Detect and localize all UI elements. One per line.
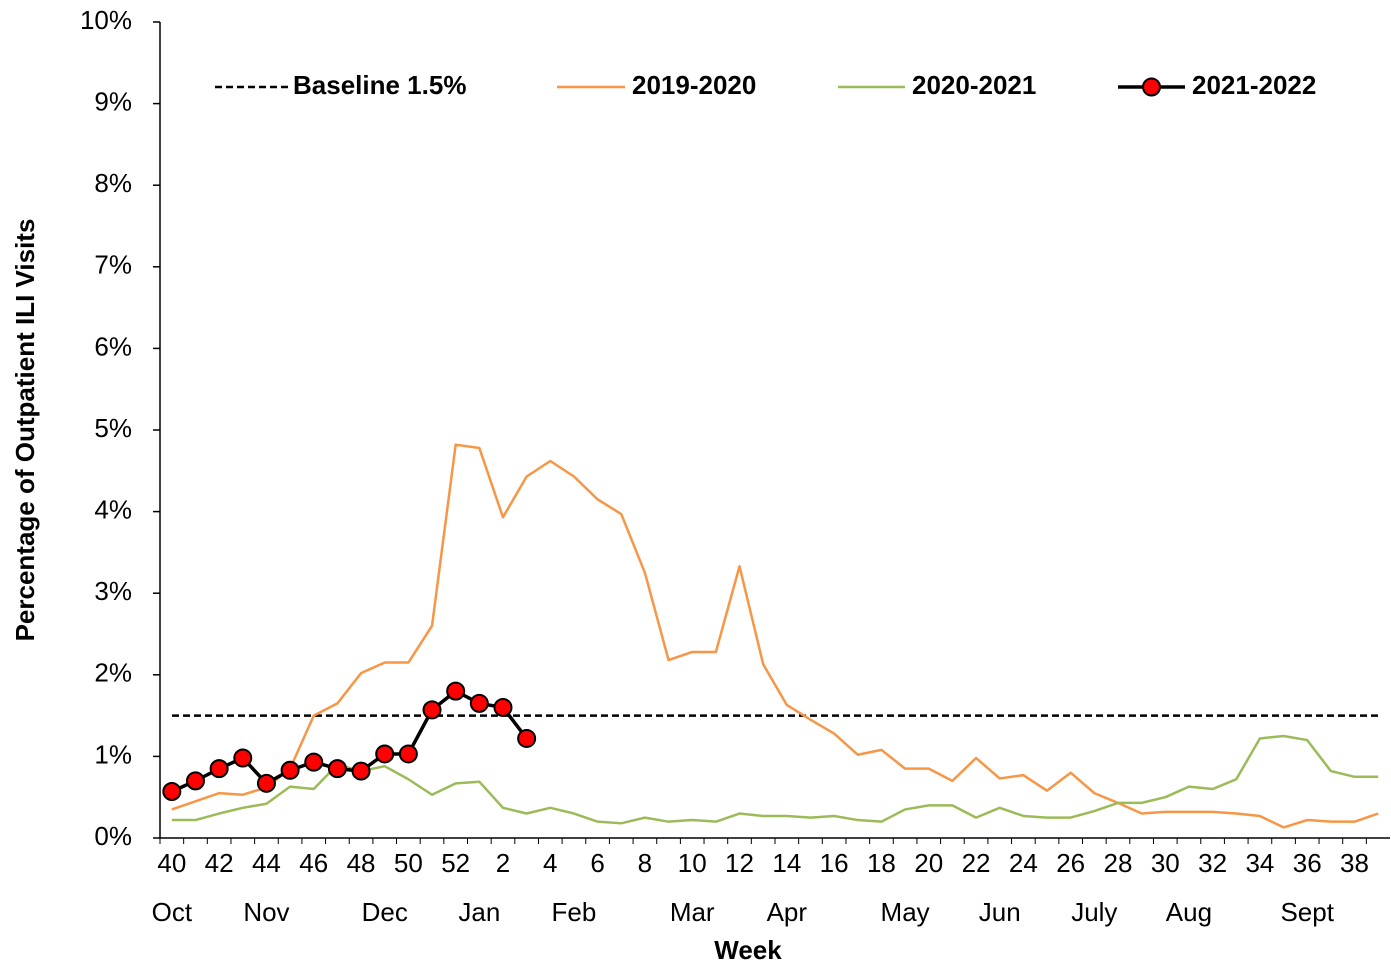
- data-point: [280, 760, 300, 780]
- x-tick-label: 38: [1340, 848, 1369, 878]
- data-point: [469, 693, 489, 713]
- y-tick-label: 2%: [94, 658, 132, 688]
- y-tick-label: 9%: [94, 86, 132, 116]
- month-label: Aug: [1166, 897, 1212, 927]
- series-line: [171, 443, 1379, 829]
- x-tick-label: 14: [772, 848, 801, 878]
- x-tick-label: 36: [1293, 848, 1322, 878]
- month-label: Sept: [1280, 897, 1334, 927]
- data-point: [233, 748, 253, 768]
- x-tick-label: 50: [394, 848, 423, 878]
- x-tick-label: 44: [252, 848, 281, 878]
- y-tick-label: 7%: [94, 250, 132, 280]
- data-point: [351, 761, 371, 781]
- x-tick-label: 30: [1151, 848, 1180, 878]
- x-axis-label: Week: [714, 935, 782, 965]
- y-tick-label: 4%: [94, 494, 132, 524]
- x-tick-label: 18: [867, 848, 896, 878]
- legend-marker: [1142, 77, 1161, 97]
- y-tick-label: 6%: [94, 331, 132, 361]
- x-tick-label: 48: [347, 848, 376, 878]
- month-label: Mar: [670, 897, 715, 927]
- y-tick-label: 0%: [94, 821, 132, 851]
- month-label: Feb: [552, 897, 597, 927]
- x-tick-label: 26: [1056, 848, 1085, 878]
- x-tick-label: 6: [590, 848, 604, 878]
- y-tick-label: 3%: [94, 576, 132, 606]
- series-line: [171, 734, 1379, 825]
- y-tick-label: 1%: [94, 739, 132, 769]
- data-point: [517, 728, 537, 748]
- x-tick-label: 52: [441, 848, 470, 878]
- data-point: [185, 771, 205, 791]
- month-label: Nov: [243, 897, 289, 927]
- data-point: [304, 752, 324, 772]
- data-point: [422, 700, 442, 720]
- x-tick-label: 40: [157, 848, 186, 878]
- data-point: [398, 744, 418, 764]
- x-tick-label: 22: [962, 848, 991, 878]
- month-label: Dec: [362, 897, 408, 927]
- x-tick-label: 20: [914, 848, 943, 878]
- x-tick-label: 28: [1104, 848, 1133, 878]
- x-tick-label: 32: [1198, 848, 1227, 878]
- month-label: Jan: [458, 897, 500, 927]
- month-label: May: [881, 897, 930, 927]
- y-tick-label: 10%: [80, 5, 132, 35]
- month-label: Oct: [152, 897, 193, 927]
- x-tick-label: 12: [725, 848, 754, 878]
- legend-label: 2019-2020: [632, 70, 756, 100]
- month-label: July: [1071, 897, 1117, 927]
- x-tick-label: 46: [299, 848, 328, 878]
- data-point: [375, 744, 395, 764]
- data-point: [327, 759, 347, 779]
- x-tick-label: 10: [678, 848, 707, 878]
- data-point: [209, 759, 229, 779]
- x-tick-label: 8: [638, 848, 652, 878]
- month-label: Jun: [979, 897, 1021, 927]
- y-tick-label: 8%: [94, 168, 132, 198]
- month-label: Apr: [767, 897, 808, 927]
- y-axis-label: Percentage of Outpatient ILI Visits: [10, 219, 40, 642]
- data-point: [256, 773, 276, 793]
- x-tick-label: 4: [543, 848, 557, 878]
- legend-label: 2021-2022: [1192, 70, 1316, 100]
- series-line: [171, 689, 529, 794]
- x-tick-label: 42: [205, 848, 234, 878]
- x-tick-label: 24: [1009, 848, 1038, 878]
- legend-label: 2020-2021: [912, 70, 1036, 100]
- y-tick-label: 5%: [94, 413, 132, 443]
- x-tick-label: 16: [820, 848, 849, 878]
- data-point: [162, 781, 182, 801]
- data-point: [446, 681, 466, 701]
- x-tick-label: 34: [1245, 848, 1274, 878]
- x-tick-label: 2: [496, 848, 510, 878]
- data-point: [493, 697, 513, 717]
- legend-label: Baseline 1.5%: [293, 70, 466, 100]
